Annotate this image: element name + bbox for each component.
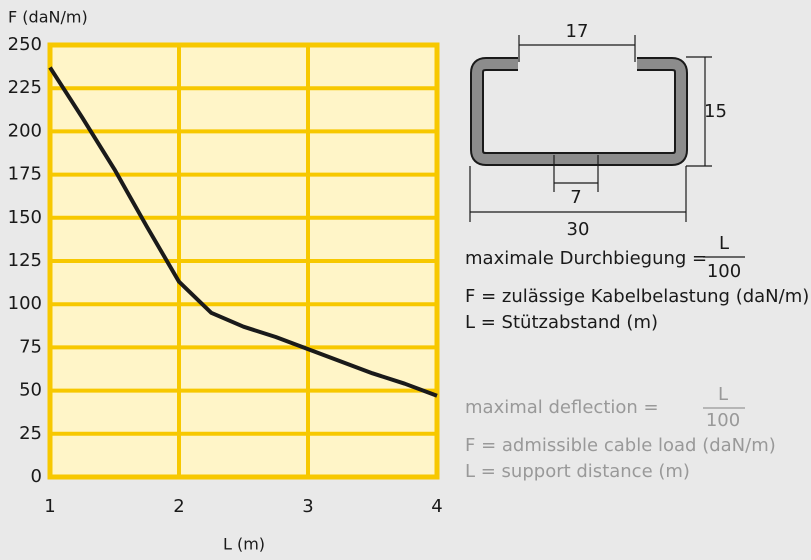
numerator: L (719, 233, 729, 254)
y-axis-label: F (daN/m) (8, 8, 88, 27)
dim-label: 7 (570, 187, 581, 208)
definition: L = Stützabstand (m) (465, 312, 658, 333)
profile-body (472, 59, 686, 164)
y-tick-label: 125 (8, 250, 42, 271)
formula-text: maximal deflection = (465, 397, 659, 418)
y-tick-label: 225 (8, 77, 42, 98)
definition: F = admissible cable load (daN/m) (465, 435, 776, 456)
plot: 0 25 50 75 100 125 150 175 200 225 250 1 2 3 4 (8, 34, 443, 517)
definition: L = support distance (m) (465, 461, 690, 482)
dim-label: 15 (704, 101, 727, 122)
x-axis-label: L (m) (223, 535, 265, 554)
plot-border (47, 42, 440, 480)
definition: F = zulässige Kabelbelastung (daN/m) (465, 286, 809, 307)
formula-text: maximale Durchbiegung = (465, 248, 707, 269)
line (48, 66, 438, 398)
y-tick-label: 150 (8, 207, 42, 228)
numerator: L (718, 384, 728, 405)
german-formula: maximale Durchbiegung = L 100 F = zuläss… (465, 233, 809, 333)
y-tick-label: 200 (8, 120, 42, 141)
x-tick-label: 1 (44, 496, 55, 517)
x-tick-label: 3 (302, 496, 313, 517)
denominator: 100 (706, 410, 740, 431)
x-tick-label: 4 (431, 496, 442, 517)
english-formula: maximal deflection = L 100 F = admissibl… (465, 384, 776, 482)
y-tick-label: 250 (8, 34, 42, 55)
profile: 17 15 7 30 (469, 21, 727, 240)
dim-label: 17 (566, 21, 589, 42)
y-tick-label: 50 (19, 380, 42, 401)
x-tick-label: 2 (173, 496, 184, 517)
denominator: 100 (707, 261, 741, 282)
y-tick-label: 75 (19, 336, 42, 357)
dim-label: 30 (567, 219, 590, 240)
y-tick-label: 25 (19, 423, 42, 444)
y-tick-label: 100 (8, 293, 42, 314)
y-tick-label: 175 (8, 164, 42, 185)
y-tick-label: 0 (31, 466, 42, 487)
